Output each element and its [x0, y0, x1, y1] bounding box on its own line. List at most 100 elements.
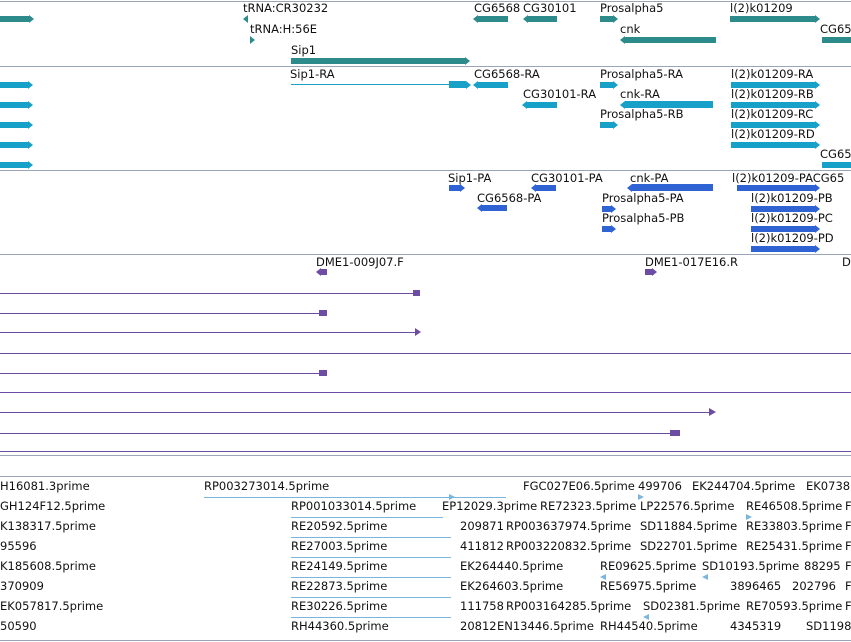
gene-feature[interactable]	[0, 15, 34, 23]
est-label[interactable]: RE72323.5prime	[540, 499, 637, 513]
est-label[interactable]: EK264440.5prime	[460, 559, 564, 573]
est-label[interactable]: 111758	[460, 599, 504, 613]
transcript-label[interactable]: l(2)k01209-RD	[731, 127, 815, 141]
transcript-feature[interactable]	[731, 121, 820, 129]
protein-label[interactable]: CG6568-PA	[477, 191, 542, 205]
protein-label[interactable]: CG30101-PA	[531, 171, 603, 185]
protein-feature[interactable]	[751, 205, 820, 213]
est-label[interactable]: 370909	[0, 579, 44, 593]
est-label[interactable]: K185608.5prime	[0, 559, 96, 573]
transcript-label[interactable]: Sip1-RA	[290, 67, 335, 81]
est-label[interactable]: RP003273014.5prime	[204, 479, 330, 493]
est-label[interactable]: RE33803.5prime	[746, 519, 843, 533]
protein-feature[interactable]	[737, 184, 820, 192]
est-label[interactable]: RE30226.5prime	[291, 599, 388, 613]
transcript-feature[interactable]	[473, 81, 508, 89]
transcript-label[interactable]: CG65	[820, 147, 851, 161]
transcript-feature[interactable]	[600, 121, 618, 129]
transcript-feature[interactable]	[731, 141, 820, 149]
est-label[interactable]: RP003220832.5prime	[506, 539, 632, 553]
est-label[interactable]: LP22576.5prime	[640, 499, 735, 513]
transcript-feature[interactable]	[822, 162, 851, 168]
gene-label[interactable]: Sip1	[291, 43, 317, 57]
trna-feature-icon[interactable]	[250, 36, 255, 44]
est-label[interactable]: F	[845, 599, 851, 613]
protein-label[interactable]: l(2)k01209-PACG65	[732, 171, 845, 185]
gene-label[interactable]: tRNA:H:56E	[250, 22, 318, 36]
clone-line[interactable]	[0, 332, 416, 333]
gene-label[interactable]: Prosalpha5	[600, 1, 664, 15]
est-label[interactable]: 95596	[0, 539, 37, 553]
protein-feature[interactable]	[627, 183, 713, 192]
est-label[interactable]: 50590	[0, 619, 37, 633]
est-label[interactable]: EK244704.5prime	[692, 479, 796, 493]
est-label[interactable]: F	[845, 559, 851, 573]
est-label[interactable]: 209871	[460, 519, 504, 533]
transcript-label[interactable]: CG30101-RA	[523, 87, 597, 101]
trna-feature-icon[interactable]	[243, 15, 248, 23]
est-label[interactable]: 3896465	[730, 579, 782, 593]
clone-line[interactable]	[0, 412, 710, 413]
est-label[interactable]: RH44360.5prime	[291, 619, 389, 633]
clone-feature[interactable]	[670, 430, 680, 436]
est-label[interactable]: RE20592.5prime	[291, 519, 388, 533]
est-label[interactable]: F	[845, 539, 851, 553]
est-label[interactable]: 202796	[792, 579, 836, 593]
transcript-label[interactable]: CG6568-RA	[474, 67, 540, 81]
gene-feature[interactable]	[620, 36, 716, 44]
protein-feature[interactable]	[449, 184, 465, 192]
est-label[interactable]: RE27003.5prime	[291, 539, 388, 553]
est-label[interactable]: F	[845, 579, 851, 593]
est-label[interactable]: EK264603.5prime	[460, 579, 564, 593]
transcript-label[interactable]: l(2)k01209-RC	[731, 107, 814, 121]
clone-feature[interactable]	[319, 310, 327, 316]
est-label[interactable]: H16081.3prime	[0, 479, 90, 493]
transcript-feature[interactable]	[0, 121, 33, 129]
transcript-label[interactable]: cnk-RA	[620, 87, 660, 101]
clone-line[interactable]	[0, 293, 416, 294]
transcript-label[interactable]: Prosalpha5-RB	[600, 107, 684, 121]
clone-label[interactable]: D	[842, 255, 851, 269]
est-label[interactable]: FGC027E06.5prime	[523, 479, 635, 493]
protein-label[interactable]: l(2)k01209-PD	[751, 231, 834, 245]
est-label[interactable]: 499706	[638, 479, 682, 493]
clone-label[interactable]: DME1-009J07.F	[316, 255, 404, 269]
est-label[interactable]: RE09625.5prime	[600, 559, 697, 573]
gene-label[interactable]: CG65	[820, 22, 851, 36]
est-line[interactable]	[291, 537, 451, 538]
gene-label[interactable]: CG6568	[474, 1, 521, 15]
est-line[interactable]	[291, 577, 451, 578]
est-label[interactable]: SD22701.5prime	[640, 539, 738, 553]
transcript-feature[interactable]	[600, 81, 618, 89]
est-label[interactable]: SD10193.5prime	[702, 559, 800, 573]
transcript-feature[interactable]	[620, 100, 713, 109]
gene-feature[interactable]	[523, 15, 557, 23]
est-label[interactable]: EK057817.5prime	[0, 599, 104, 613]
protein-feature[interactable]	[751, 245, 820, 253]
gene-label[interactable]: tRNA:CR30232	[243, 1, 329, 15]
est-label[interactable]: RP003164285.5prime	[506, 599, 632, 613]
protein-label[interactable]: Prosalpha5-PB	[602, 211, 685, 225]
clone-line[interactable]	[0, 313, 320, 314]
est-label[interactable]: RE24149.5prime	[291, 559, 388, 573]
clone-line[interactable]	[0, 392, 851, 393]
est-label[interactable]: EK0738	[806, 479, 851, 493]
transcript-feature[interactable]	[731, 101, 820, 109]
est-label[interactable]: K138317.5prime	[0, 519, 96, 533]
est-label[interactable]: RE25431.5prime	[746, 539, 843, 553]
clone-feature[interactable]	[316, 268, 327, 276]
est-line[interactable]	[291, 557, 451, 558]
est-label[interactable]: RE56975.5prime	[600, 579, 697, 593]
clone-feature[interactable]	[413, 290, 420, 296]
est-label[interactable]: EP12029.3prime	[442, 499, 538, 513]
est-label[interactable]: RP001033014.5prime	[291, 499, 417, 513]
est-label[interactable]: RH44540.5prime	[600, 619, 698, 633]
protein-label[interactable]: Prosalpha5-PA	[602, 191, 684, 205]
gene-feature[interactable]	[473, 15, 508, 23]
protein-feature[interactable]	[477, 204, 507, 212]
protein-feature[interactable]	[602, 205, 616, 213]
est-label[interactable]: 4345319	[730, 619, 782, 633]
transcript-feature[interactable]	[0, 141, 33, 149]
gene-feature[interactable]	[600, 15, 618, 23]
est-label[interactable]: SD02381.5prime	[643, 599, 741, 613]
